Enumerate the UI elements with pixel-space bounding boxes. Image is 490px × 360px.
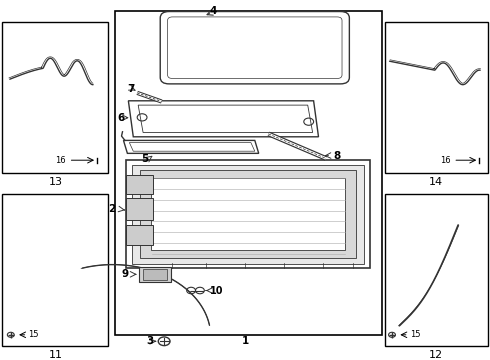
Text: 9: 9 xyxy=(121,269,128,279)
Bar xyxy=(126,198,153,220)
Text: 16: 16 xyxy=(55,156,66,165)
Text: 14: 14 xyxy=(429,177,443,187)
Polygon shape xyxy=(151,178,345,250)
Polygon shape xyxy=(123,140,259,153)
Bar xyxy=(2,194,108,346)
Text: 15: 15 xyxy=(410,330,420,339)
FancyBboxPatch shape xyxy=(168,17,342,78)
Text: 3: 3 xyxy=(146,336,153,346)
Bar xyxy=(143,269,167,280)
Text: 1: 1 xyxy=(242,336,248,346)
Bar xyxy=(126,225,153,245)
Polygon shape xyxy=(140,170,356,258)
Bar xyxy=(385,22,488,173)
Text: 7: 7 xyxy=(127,84,135,94)
Text: 16: 16 xyxy=(440,156,451,165)
Bar xyxy=(2,22,108,173)
Text: 4: 4 xyxy=(209,6,217,16)
Text: 6: 6 xyxy=(117,113,124,123)
FancyBboxPatch shape xyxy=(160,12,349,84)
Text: 2: 2 xyxy=(108,204,116,214)
Text: 5: 5 xyxy=(142,154,148,164)
Text: 11: 11 xyxy=(49,350,62,360)
Bar xyxy=(115,11,382,335)
Polygon shape xyxy=(128,101,318,137)
Text: 13: 13 xyxy=(49,177,62,187)
Text: 12: 12 xyxy=(429,350,443,360)
Polygon shape xyxy=(126,160,370,268)
Bar xyxy=(126,175,153,194)
Bar xyxy=(139,267,171,282)
Text: 10: 10 xyxy=(210,285,223,296)
Text: 8: 8 xyxy=(333,150,341,161)
Polygon shape xyxy=(129,143,255,151)
Bar xyxy=(385,194,488,346)
Polygon shape xyxy=(138,105,313,132)
Text: 15: 15 xyxy=(28,330,39,339)
Polygon shape xyxy=(132,165,364,264)
